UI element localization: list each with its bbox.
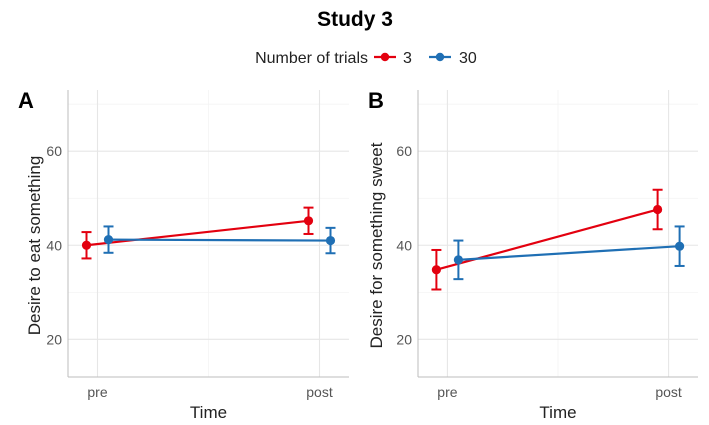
panel-a-series-3-line <box>86 219 309 247</box>
panel-a-point-30-pre <box>103 235 114 245</box>
panel-a-x-label: Time <box>190 403 227 422</box>
panel-b-ytick-20: 20 <box>396 331 412 347</box>
panel-a-ytick-40: 40 <box>46 237 62 253</box>
panel-a-series-30 <box>103 225 336 255</box>
panel-a-letter: A <box>18 88 34 113</box>
panel-a: A 20 40 60 pre post Time Desire to eat somethin… <box>18 88 349 422</box>
panel-b-ytick-40: 40 <box>396 237 412 253</box>
panel-a-ytick-20: 20 <box>46 331 62 347</box>
panel-b-xtick-pre: pre <box>437 384 457 400</box>
panel-b-point-3-post <box>653 204 663 215</box>
panel-b-x-label: Time <box>539 403 576 422</box>
panel-b-xtick-post: post <box>655 384 682 400</box>
legend-key-point-3 <box>380 52 390 62</box>
panel-a-y-label: Desire to eat something <box>25 156 44 336</box>
legend-label-3: 3 <box>403 50 412 67</box>
legend: Number of trials 3 30 <box>255 50 477 67</box>
panel-b-ytick-60: 60 <box>396 143 412 159</box>
panel-b-series-30-line <box>458 245 680 261</box>
panel-b-series-3-line <box>436 208 658 271</box>
panel-b: B 20 40 60 pre post Time Desire for something s… <box>367 88 698 422</box>
panel-a-point-3-post <box>303 216 314 226</box>
panel-b-letter: B <box>368 88 384 113</box>
panel-a-point-30-post <box>325 235 336 246</box>
panel-b-point-30-post <box>675 241 685 251</box>
panel-a-ytick-60: 60 <box>46 143 62 159</box>
figure-title: Study 3 <box>317 8 393 31</box>
panel-a-series-30-line <box>108 238 331 242</box>
panel-b-y-label: Desire for something sweet <box>367 142 386 348</box>
legend-label-30: 30 <box>459 50 477 67</box>
panel-a-series-3 <box>81 206 314 260</box>
legend-title: Number of trials <box>255 50 368 67</box>
legend-key-point-30 <box>435 52 445 62</box>
panel-a-point-3-pre <box>81 240 92 250</box>
panel-b-point-30-pre <box>453 255 463 265</box>
legend-entry-3: 3 <box>374 50 412 67</box>
legend-entry-30: 30 <box>429 50 477 67</box>
panel-a-xtick-post: post <box>306 384 333 400</box>
panel-b-series-30 <box>453 225 685 281</box>
panel-b-point-3-pre <box>431 265 441 275</box>
panel-b-series-3 <box>431 188 663 291</box>
panel-a-xtick-pre: pre <box>87 384 107 400</box>
